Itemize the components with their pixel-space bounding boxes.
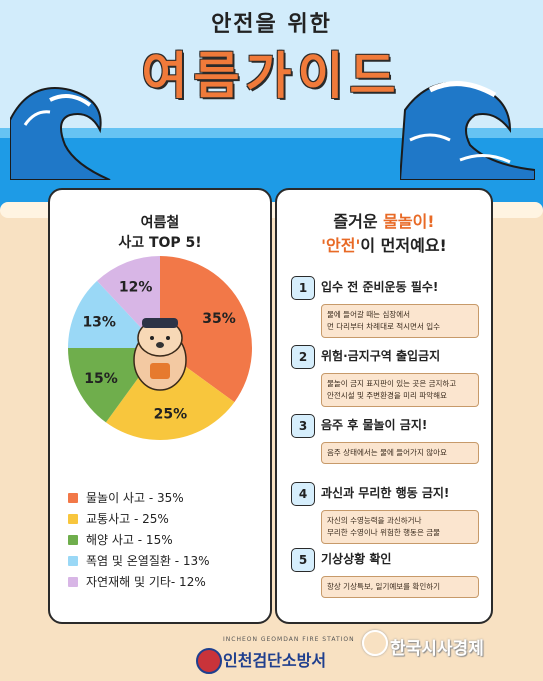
- rule-description: 물에 들어갈 때는 심장에서 먼 다리부터 차례대로 적시면서 입수: [321, 304, 479, 338]
- header-subtitle: 안전을 위한: [211, 12, 332, 37]
- sea-highlight: [0, 128, 543, 138]
- rule-title: 음주 후 물놀이 금지!: [321, 418, 428, 432]
- legend-item: 자연재해 및 기타- 12%: [68, 571, 268, 592]
- rule-description: 음주 상태에서는 물에 들어가지 않아요: [321, 442, 479, 464]
- rule-title: 입수 전 준비운동 필수!: [321, 280, 439, 294]
- legend-item: 교통사고 - 25%: [68, 508, 268, 529]
- legend-item: 물놀이 사고 - 35%: [68, 487, 268, 508]
- safety-card-title-line1: 즐거운 물놀이!: [277, 208, 491, 232]
- rule-title: 위험·금지구역 출입금지: [321, 349, 441, 363]
- rule-description: 항상 기상특보, 일기예보를 확인하기: [321, 576, 479, 598]
- pie-slice-label: 12%: [119, 279, 153, 295]
- rule-description: 자신의 수영능력을 과신하거나 무리한 수영이나 위험한 행동은 금물: [321, 510, 479, 544]
- rule-description: 물놀이 금지 표지판이 있는 곳은 금지하고 안전시설 및 주변환경을 미리 파…: [321, 373, 479, 407]
- legend-swatch: [68, 492, 78, 503]
- rule-number: 2: [291, 345, 315, 369]
- rule-number: 4: [291, 482, 315, 506]
- legend-swatch: [68, 555, 78, 566]
- safety-card-title-line2: '안전'이 먼저예요!: [277, 232, 491, 256]
- legend-swatch: [68, 576, 78, 587]
- legend-label: 자연재해 및 기타- 12%: [86, 575, 206, 589]
- legend-item: 폭염 및 온열질환 - 13%: [68, 550, 268, 571]
- safety-title-post: 이 먼저예요!: [360, 236, 447, 255]
- rule-desc-line1: 자신의 수영능력을 과신하거나: [327, 516, 422, 525]
- safety-title-pre: 즐거운: [333, 212, 384, 231]
- rule-number: 3: [291, 414, 315, 438]
- safety-title-em: 물놀이!: [383, 212, 435, 231]
- legend-swatch: [68, 513, 78, 524]
- rule-number: 5: [291, 548, 315, 572]
- rule-title: 기상상황 확인: [321, 552, 392, 566]
- pie-slice: [68, 280, 160, 348]
- left-wave-illustration: [10, 87, 111, 180]
- fire-station-logo: [196, 648, 222, 674]
- accident-card-title-line1: 여름철: [140, 215, 180, 231]
- rule-desc-line1: 물에 들어갈 때는 심장에서: [327, 310, 411, 319]
- station-name: 인천검단소방서: [223, 651, 327, 670]
- accident-pie-chart: 35% 25% 15% 13% 12%: [68, 256, 253, 440]
- rule-desc-line1: 음주 상태에서는 물에 들어가지 않아요: [327, 448, 447, 457]
- rule-desc-line1: 물놀이 금지 표지판이 있는 곳은 금지하고: [327, 379, 457, 388]
- brand-watermark-icon: [362, 630, 388, 656]
- pie-slice-label: 35%: [202, 311, 236, 327]
- legend-label: 해양 사고 - 15%: [86, 533, 173, 547]
- pie-slice-label: 25%: [154, 406, 188, 422]
- pie-slice-label: 13%: [82, 315, 116, 331]
- legend-swatch: [68, 534, 78, 545]
- chart-legend: 물놀이 사고 - 35% 교통사고 - 25% 해양 사고 - 15% 폭염 및 온열…: [68, 487, 268, 592]
- rule-number: 1: [291, 276, 315, 300]
- rule-desc-line1: 항상 기상특보, 일기예보를 확인하기: [327, 582, 441, 591]
- accident-stats-card: 여름철 사고 TOP 5! 35% 25% 15% 13% 12% 물놀이 사고 - 3…: [48, 188, 272, 624]
- water-safety-card: 즐거운 물놀이! '안전'이 먼저예요! 1 입수 전 준비운동 필수! 물에 …: [275, 188, 493, 624]
- pie-slice-label: 15%: [84, 371, 118, 387]
- pie-slice: [160, 256, 253, 403]
- pie-slice: [105, 348, 235, 440]
- right-wave-illustration: [400, 81, 535, 180]
- rule-title: 과신과 무리한 행동 금지!: [321, 486, 450, 500]
- legend-label: 물놀이 사고 - 35%: [86, 491, 184, 505]
- legend-label: 폭염 및 온열질환 - 13%: [86, 554, 210, 568]
- brand-watermark: 한국시사경제: [390, 639, 484, 659]
- firefighter-dog-mascot: [133, 318, 187, 391]
- rule-desc-line2: 무리한 수영이나 위험한 행동은 금물: [327, 528, 441, 537]
- legend-item: 해양 사고 - 15%: [68, 529, 268, 550]
- header-title: 여름가이드: [141, 47, 402, 105]
- rule-desc-line2: 먼 다리부터 차례대로 적시면서 입수: [327, 322, 441, 331]
- station-english-name: INCHEON GEOMDAN FIRE STATION: [223, 636, 355, 643]
- legend-label: 교통사고 - 25%: [86, 512, 169, 526]
- rule-desc-line2: 안전시설 및 주변환경을 미리 파악해요: [327, 391, 447, 400]
- accident-card-title-line2: 사고 TOP 5!: [118, 235, 202, 251]
- safety-title-em2: '안전': [321, 236, 361, 255]
